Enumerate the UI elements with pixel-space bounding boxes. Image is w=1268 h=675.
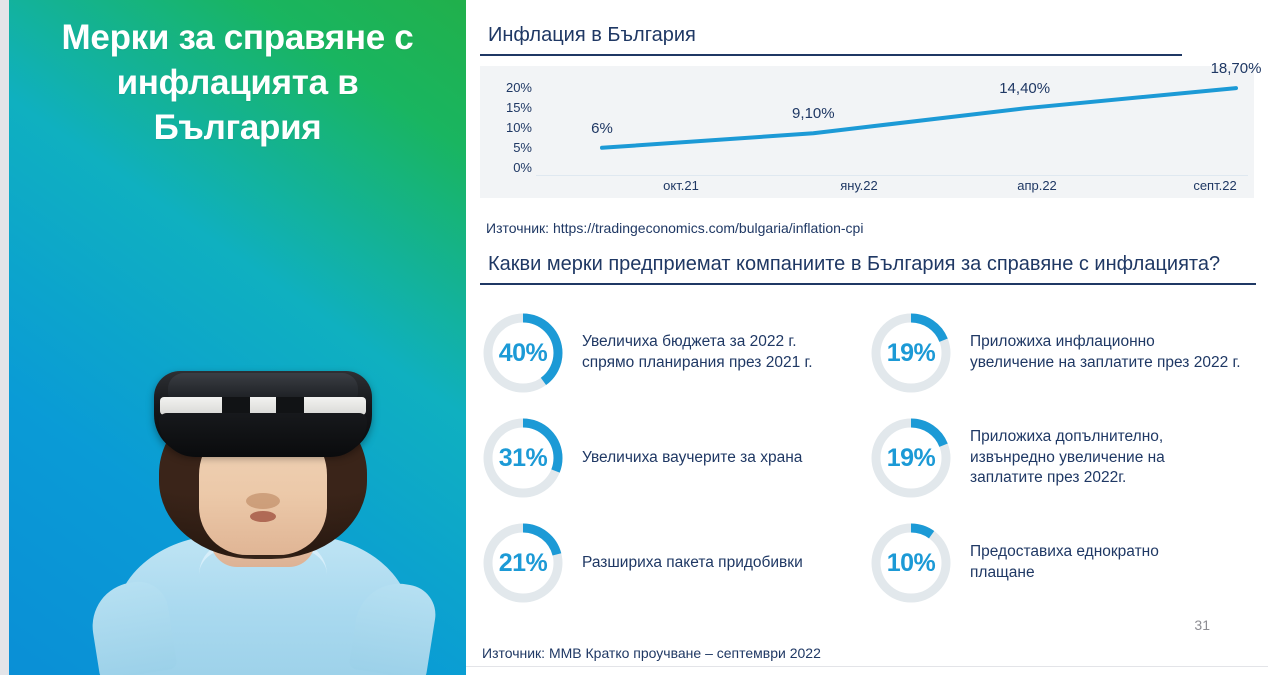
- donut-gauge-svg: [483, 523, 563, 603]
- donut-gauge-svg: [871, 313, 951, 393]
- survey-result-item: 19% Приложиха допълнително, извънредно уве…: [868, 415, 1268, 501]
- y-tick-10: 10%: [505, 120, 532, 135]
- survey-result-label: Увеличиха бюджета за 2022 г. спрямо плани…: [582, 333, 813, 371]
- donut-gauge-arc: [871, 418, 951, 498]
- inflation-series-line: [600, 86, 1238, 150]
- x-tick-label: апр.22: [1017, 178, 1057, 193]
- title-panel: Мерки за справяне с инфлацията в Българи…: [9, 0, 466, 675]
- content-area: Инфлация в България 20% 15% 10% 5% 0% ок…: [466, 0, 1268, 675]
- donut-gauge-svg: [483, 418, 563, 498]
- survey-results-list: 40% Увеличиха бюджета за 2022 г. спрямо пл…: [480, 310, 1268, 620]
- chart-point-label: 18,70%: [1210, 60, 1262, 78]
- x-tick-label: яну.22: [840, 178, 878, 193]
- survey-result-item: 19% Приложиха инфлационно увеличение на за…: [868, 310, 1268, 396]
- chart-x-axis-labels: окт.21 яну.22 апр.22 септ.22: [536, 176, 1248, 198]
- donut-percent-label: 21%: [498, 548, 548, 577]
- donut-gauge-arc: [483, 313, 563, 393]
- survey-result-label: Разшириха пакета придобивки: [582, 553, 803, 571]
- survey-result-label: Приложиха инфлационно увеличение на запла…: [970, 333, 1241, 371]
- donut-gauge: 19%: [868, 310, 954, 396]
- survey-question-rule: [480, 283, 1256, 285]
- donut-percent-label: 40%: [498, 338, 548, 367]
- donut-gauge-arc: [871, 523, 951, 603]
- survey-result-item: 10% Предоставиха еднократно плащане: [868, 520, 1268, 606]
- survey-result-item: 21% Разшириха пакета придобивки: [480, 520, 860, 606]
- y-tick-15: 15%: [505, 100, 532, 115]
- vr-headset-icon: [154, 371, 372, 457]
- y-tick-5: 5%: [513, 140, 532, 155]
- survey-result-item: 31% Увеличиха ваучерите за храна: [480, 415, 860, 501]
- y-tick-20: 20%: [505, 80, 532, 95]
- chart-plot-svg: [600, 86, 1238, 150]
- chart-source: Източник: https://tradingeconomics.com/b…: [486, 220, 864, 236]
- survey-source: Източник: ММВ Кратко проучване – септемв…: [482, 645, 821, 661]
- inflation-line-chart: 20% 15% 10% 5% 0% окт.21 яну.22 апр.22 септ…: [480, 60, 1261, 198]
- donut-gauge-arc: [483, 418, 563, 498]
- chart-x-axis: [536, 175, 1248, 176]
- survey-result-item: 40% Увеличиха бюджета за 2022 г. спрямо пл…: [480, 310, 860, 396]
- donut-gauge-svg: [871, 523, 951, 603]
- donut-gauge: 19%: [868, 415, 954, 501]
- donut-gauge-svg: [871, 418, 951, 498]
- child-nose: [246, 493, 280, 509]
- chart-heading: Инфлация в България: [488, 24, 696, 46]
- survey-result-label: Увеличиха ваучерите за храна: [582, 448, 803, 466]
- vr-headset-child-photo: [105, 367, 421, 675]
- x-tick-label: окт.21: [663, 178, 699, 193]
- vr-headset-strap: [160, 397, 366, 415]
- donut-percent-label: 10%: [886, 548, 936, 577]
- donut-percent-label: 31%: [498, 443, 548, 472]
- chart-point-label: 6%: [591, 119, 613, 137]
- page-number: 31: [1194, 617, 1210, 633]
- donut-gauge-arc: [483, 523, 563, 603]
- x-tick-label: септ.22: [1193, 178, 1237, 193]
- survey-result-label: Приложиха допълнително, извънредно увелич…: [970, 427, 1165, 487]
- donut-gauge-arc: [871, 313, 951, 393]
- chart-point-label: 14,40%: [999, 80, 1051, 98]
- slide-title: Мерки за справяне с инфлацията в Българи…: [61, 18, 414, 147]
- donut-gauge: 21%: [480, 520, 566, 606]
- donut-percent-label: 19%: [886, 443, 936, 472]
- donut-gauge: 10%: [868, 520, 954, 606]
- survey-question: Какви мерки предприемат компаниите в Бъл…: [488, 253, 1221, 275]
- survey-result-label: Предоставиха еднократно плащане: [970, 543, 1159, 581]
- vr-headset-body: [159, 413, 367, 457]
- chart-heading-rule: [480, 54, 1182, 56]
- child-mouth: [250, 511, 276, 522]
- vr-headset-front: [168, 373, 358, 399]
- slide-bottom-border: [466, 666, 1268, 667]
- donut-gauge-svg: [483, 313, 563, 393]
- slide-left-border: [0, 0, 9, 675]
- chart-point-label: 9,10%: [792, 105, 835, 123]
- chart-y-axis-labels: 20% 15% 10% 5% 0%: [486, 78, 532, 178]
- y-tick-0: 0%: [513, 160, 532, 175]
- donut-percent-label: 19%: [886, 338, 936, 367]
- donut-gauge: 40%: [480, 310, 566, 396]
- donut-gauge: 31%: [480, 415, 566, 501]
